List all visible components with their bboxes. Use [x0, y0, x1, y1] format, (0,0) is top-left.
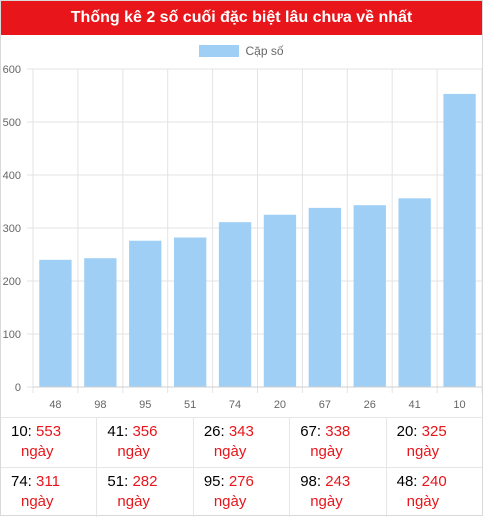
days-unit: ngày [310, 493, 343, 510]
legend-label: Cặp số [245, 44, 284, 58]
x-tick-label: 48 [49, 399, 61, 411]
days-unit: ngày [21, 443, 54, 460]
bar [84, 258, 117, 387]
y-tick-label: 300 [3, 223, 21, 235]
days-unit: ngày [406, 493, 440, 510]
x-tick-label: 20 [274, 399, 286, 411]
stat-cell: 41: 356 ngày [97, 418, 194, 467]
chart-title: Thống kê 2 số cuối đặc biệt lâu chưa về … [1, 1, 482, 35]
days-value: 356 [132, 423, 158, 440]
y-tick-label: 200 [3, 276, 21, 288]
bar [398, 198, 431, 387]
y-tick-label: 0 [15, 382, 21, 394]
pair-number: 51: [107, 473, 133, 490]
pair-number: 74: [11, 473, 37, 490]
days-value: 243 [325, 473, 351, 490]
stat-cell: 48: 240 ngày [387, 468, 482, 517]
x-tick-label: 74 [229, 399, 241, 411]
bar [39, 259, 72, 387]
days-unit: ngày [21, 493, 54, 510]
x-tick-label: 67 [319, 399, 331, 411]
days-unit: ngày [117, 493, 150, 510]
stats-table: 10: 553 ngày 41: 356 ngày 26: 343 ngày 67: 338… [1, 417, 482, 517]
days-unit: ngày [117, 443, 150, 460]
days-value: 325 [421, 423, 447, 440]
days-value: 311 [36, 473, 60, 490]
legend[interactable]: Cặp số [1, 43, 482, 59]
table-row: 74: 311 ngày 51: 282 ngày 95: 276 ngày 98: 243… [1, 467, 482, 517]
y-tick-label: 500 [3, 117, 21, 129]
days-value: 338 [325, 423, 351, 440]
y-tick-label: 400 [3, 170, 21, 182]
pair-number: 48: [396, 473, 422, 490]
x-tick-label: 95 [139, 399, 151, 411]
x-tick-label: 10 [453, 399, 465, 411]
stat-cell: 20: 325 ngày [387, 418, 482, 467]
bar-chart: 0 100 200 300 400 500 600 48 98 95 51 74 20 67 26 41 10 [3, 64, 482, 411]
days-value: 276 [228, 473, 254, 490]
y-tick-label: 600 [3, 64, 21, 76]
stat-cell: 51: 282 ngày [97, 468, 194, 517]
bar [308, 207, 342, 387]
days-unit: ngày [213, 443, 247, 460]
days-value: 553 [36, 423, 62, 440]
x-tick-label: 41 [409, 399, 421, 411]
pair-number: 95: [203, 473, 229, 490]
days-unit: ngày [310, 443, 343, 460]
x-tick-label: 98 [94, 399, 106, 411]
stat-cell: 67: 338 ngày [290, 418, 387, 467]
x-tick-label: 51 [184, 399, 196, 411]
table-row: 10: 553 ngày 41: 356 ngày 26: 343 ngày 67: 338… [1, 417, 482, 467]
days-unit: ngày [213, 493, 247, 510]
days-value: 343 [228, 423, 254, 440]
bar [443, 93, 476, 387]
stat-cell: 95: 276 ngày [194, 468, 291, 517]
bar [129, 240, 162, 387]
stat-cell: 74: 311 ngày [1, 468, 98, 517]
bar [353, 205, 386, 387]
stat-cell: 98: 243 ngày [290, 468, 387, 517]
pair-number: 67: [300, 423, 326, 440]
bar [173, 237, 207, 387]
pair-number: 20: [396, 423, 422, 440]
days-value: 240 [421, 473, 447, 490]
pair-number: 26: [203, 423, 229, 440]
days-value: 282 [132, 473, 158, 490]
x-tick-label: 26 [364, 399, 376, 411]
stat-cell: 26: 343 ngày [194, 418, 291, 467]
bar [218, 222, 252, 387]
legend-swatch [199, 45, 240, 57]
days-unit: ngày [406, 443, 440, 460]
y-tick-label: 100 [3, 329, 21, 341]
pair-number: 10: [11, 423, 37, 440]
pair-number: 41: [107, 423, 133, 440]
bar [263, 214, 297, 387]
pair-number: 98: [300, 473, 326, 490]
stat-cell: 10: 553 ngày [1, 418, 98, 467]
